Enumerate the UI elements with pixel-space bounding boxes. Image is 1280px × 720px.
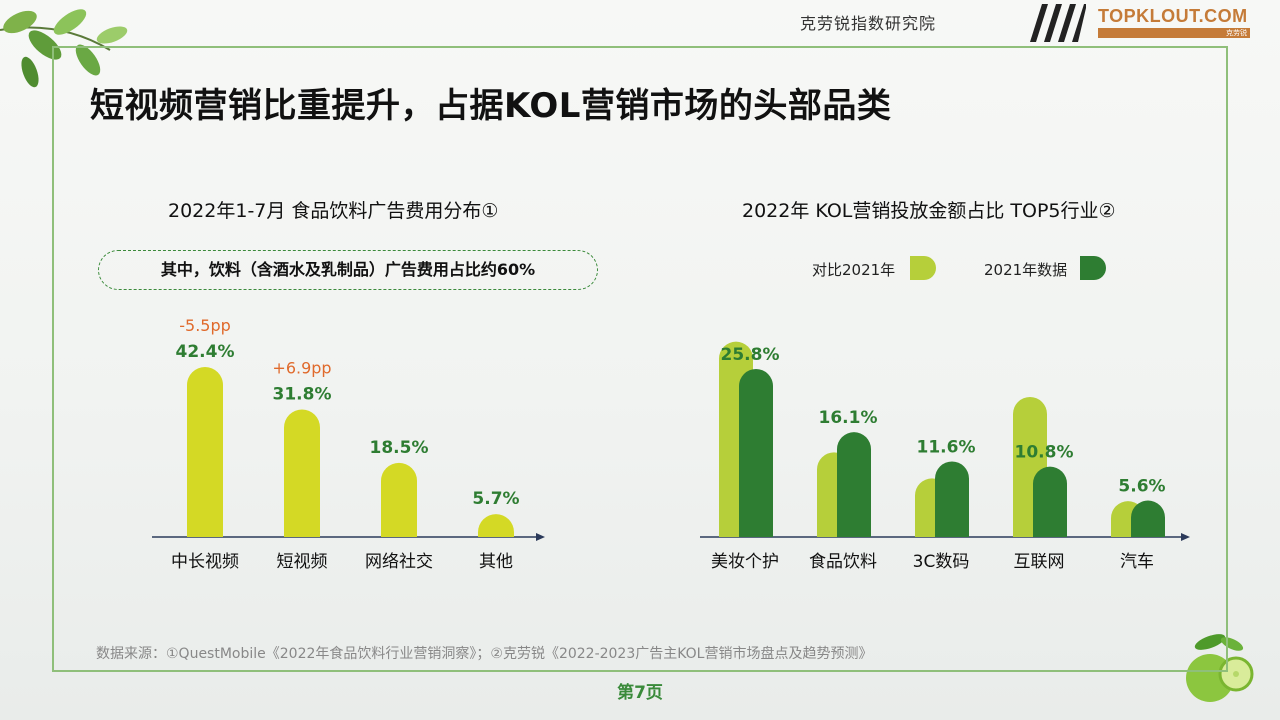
bar-value-label: 31.8% <box>273 385 332 405</box>
category-label: 短视频 <box>277 552 328 572</box>
page-title: 短视频营销比重提升，占据KOL营销市场的头部品类 <box>90 86 892 126</box>
category-label: 其他 <box>479 552 513 572</box>
bar-change-label: +6.9pp <box>272 359 331 378</box>
bar-data-3 <box>1033 466 1067 537</box>
bar-0 <box>187 367 223 537</box>
bar-value-label: 25.8% <box>721 345 780 365</box>
bar-value-label: 16.1% <box>819 408 878 428</box>
bar-value-label: 10.8% <box>1015 443 1074 463</box>
left-chart-subtitle: 2022年1-7月 食品饮料广告费用分布① <box>168 200 499 222</box>
page-number: 第7页 <box>617 683 663 703</box>
data-source-note: 数据来源：①QuestMobile《2022年食品饮料行业营销洞察》；②克劳锐《… <box>96 646 873 662</box>
logo-sub-right: 克劳锐 <box>1226 29 1247 37</box>
bar-change-label: -5.5pp <box>179 316 231 335</box>
bar-value-label: 5.7% <box>472 489 519 509</box>
legend-item-data-2021: 2021年数据 <box>984 261 1068 279</box>
bar-value-label: 11.6% <box>917 437 976 457</box>
category-label: 网络社交 <box>365 552 433 572</box>
legend-item-compare-2021: 对比2021年 <box>812 261 896 279</box>
bar-value-label: 18.5% <box>370 438 429 458</box>
legend-swatch-data-2021 <box>1080 256 1106 280</box>
bar-data-1 <box>837 432 871 537</box>
lime-decoration <box>1186 634 1254 702</box>
x-axis-arrow <box>536 533 545 541</box>
content-frame <box>52 46 1228 672</box>
topklout-logo: TOPKLOUT.COM 克劳锐 <box>1098 6 1250 38</box>
left-chart-note: 其中，饮料（含酒水及乳制品）广告费用占比约60% <box>98 250 598 290</box>
logo-subline: 克劳锐 <box>1098 28 1250 38</box>
category-label: 食品饮料 <box>809 552 877 572</box>
bar-data-4 <box>1131 500 1165 537</box>
leaf-decoration <box>0 9 128 88</box>
bar-3 <box>478 514 514 537</box>
bar-data-2 <box>935 461 969 537</box>
category-label: 汽车 <box>1120 552 1154 572</box>
category-label: 互联网 <box>1014 552 1065 572</box>
stripes-logo <box>1030 4 1086 42</box>
category-label: 美妆个护 <box>711 552 779 572</box>
bar-2 <box>381 462 417 537</box>
category-label: 中长视频 <box>171 552 239 572</box>
logo-text: TOPKLOUT.COM <box>1098 6 1248 26</box>
brand-name: 克劳锐指数研究院 <box>800 14 937 33</box>
bar-1 <box>284 409 320 537</box>
x-axis-arrow <box>1181 533 1190 541</box>
right-chart-subtitle: 2022年 KOL营销投放金额占比 TOP5行业② <box>742 200 1116 222</box>
bar-data-0 <box>739 369 773 537</box>
legend-swatch-compare-2021 <box>910 256 936 280</box>
bar-value-label: 42.4% <box>176 342 235 362</box>
bar-value-label: 5.6% <box>1118 477 1165 497</box>
category-label: 3C数码 <box>913 552 970 572</box>
